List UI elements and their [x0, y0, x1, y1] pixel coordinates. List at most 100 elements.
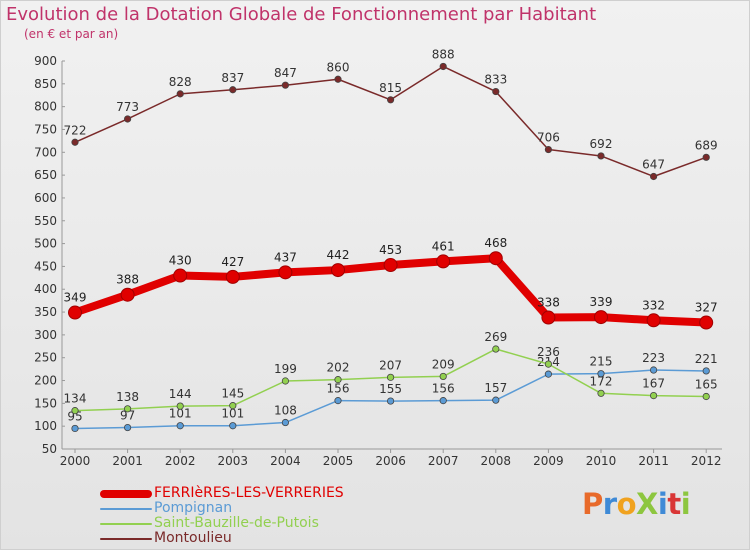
data-label: 437	[274, 250, 297, 264]
data-point	[229, 422, 237, 430]
data-point	[71, 424, 79, 433]
data-point	[334, 376, 342, 384]
data-point	[124, 405, 132, 413]
y-tick-label: 600	[34, 191, 57, 205]
data-label: 442	[327, 248, 350, 262]
data-label: 199	[274, 362, 297, 376]
data-label: 157	[484, 381, 507, 395]
data-label: 722	[64, 123, 87, 137]
data-point	[541, 310, 556, 325]
y-tick-label: 150	[34, 396, 57, 410]
data-point	[68, 305, 82, 320]
data-label: 847	[274, 66, 297, 80]
data-point	[702, 392, 710, 401]
data-point	[386, 96, 395, 104]
data-label: 207	[379, 358, 402, 372]
data-label: 223	[642, 351, 665, 365]
data-label: 269	[484, 330, 507, 344]
data-label: 97	[120, 409, 135, 423]
data-label: 427	[221, 255, 244, 269]
data-label: 647	[642, 157, 665, 171]
logo-letter: P	[582, 487, 603, 521]
data-point	[492, 87, 500, 96]
data-point	[699, 315, 714, 330]
data-point	[544, 370, 553, 378]
data-label: 138	[116, 390, 139, 404]
legend-label: Montoulieu	[154, 530, 232, 546]
data-point	[334, 397, 342, 405]
data-point	[488, 251, 503, 266]
y-tick-label: 50	[42, 442, 57, 456]
data-label: 155	[379, 382, 402, 396]
data-label: 689	[695, 138, 718, 152]
data-label: 101	[221, 407, 244, 421]
data-label: 209	[432, 357, 455, 371]
x-tick-label: 2001	[112, 454, 143, 468]
x-tick-label: 2012	[691, 454, 722, 468]
y-tick-label: 900	[34, 54, 57, 68]
logo-letter: i	[657, 487, 668, 521]
data-point	[176, 402, 184, 410]
data-label: 236	[537, 345, 560, 359]
x-tick-label: 2007	[428, 454, 459, 468]
data-point	[597, 152, 605, 160]
legend-swatch	[100, 490, 152, 498]
data-point	[702, 153, 710, 161]
data-label: 860	[327, 60, 350, 74]
data-point	[649, 391, 658, 400]
data-label: 145	[221, 387, 244, 401]
y-tick-label: 650	[34, 168, 57, 182]
data-point	[492, 345, 500, 353]
y-tick-label: 850	[34, 77, 57, 91]
data-label: 327	[695, 301, 718, 315]
data-label: 388	[116, 273, 139, 287]
y-tick-label: 700	[34, 145, 57, 159]
data-point	[334, 75, 342, 83]
legend-label: FERRIèRES-LES-VERRERIES	[154, 485, 344, 501]
data-point	[594, 310, 608, 325]
x-tick-label: 2011	[638, 454, 669, 468]
legend-label: Saint-Bauzille-de-Putois	[154, 515, 319, 531]
data-point	[649, 172, 658, 181]
y-tick-label: 350	[34, 305, 57, 319]
y-tick-label: 200	[34, 374, 57, 388]
data-point	[492, 396, 500, 404]
legend-label: Pompignan	[154, 500, 233, 516]
data-point	[281, 418, 289, 427]
data-point	[278, 265, 293, 280]
data-point	[439, 62, 447, 71]
data-label: 221	[695, 352, 718, 366]
data-label: 144	[169, 387, 192, 401]
y-tick-label: 400	[34, 282, 57, 296]
data-label: 202	[327, 361, 350, 375]
data-label: 773	[116, 100, 139, 114]
x-tick-label: 2006	[375, 454, 406, 468]
data-point	[597, 370, 605, 378]
data-point	[436, 254, 451, 269]
data-point	[120, 287, 135, 302]
data-label: 156	[327, 382, 350, 396]
data-point	[544, 145, 553, 154]
x-tick-label: 2002	[165, 454, 196, 468]
data-label: 461	[432, 239, 455, 253]
data-label: 165	[695, 378, 718, 392]
data-point	[646, 313, 661, 328]
x-tick-label: 2004	[270, 454, 301, 468]
data-point	[281, 81, 289, 89]
data-label: 692	[590, 137, 613, 151]
data-point	[124, 423, 132, 432]
data-label: 828	[169, 75, 192, 89]
logo-letter: r	[602, 487, 617, 521]
data-point	[281, 377, 289, 385]
data-point	[386, 397, 395, 405]
data-label: 108	[274, 404, 297, 418]
data-point	[649, 366, 658, 374]
data-label: 468	[484, 236, 507, 250]
data-point	[544, 360, 553, 368]
data-label: 339	[590, 295, 613, 309]
x-tick-label: 2000	[60, 454, 91, 468]
y-tick-label: 450	[34, 259, 57, 273]
chart-title: Evolution de la Dotation Globale de Fonc…	[6, 4, 597, 25]
data-label: 338	[537, 296, 560, 310]
